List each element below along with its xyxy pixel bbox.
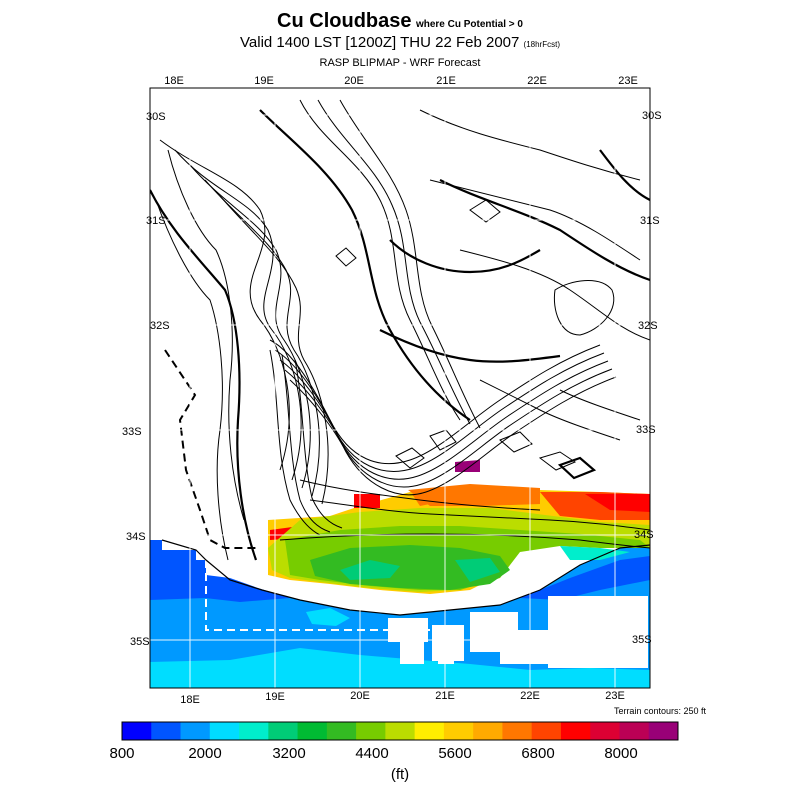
colorbar-tick-label: 3200 [272,745,305,762]
colorbar-tick-label: 2000 [188,745,221,762]
top-lon-label: 20E [344,75,364,87]
left-lat-label: 31S [146,215,166,227]
bottom-lon-label: 21E [435,690,455,702]
right-lat-label: 34S [634,529,654,541]
bold-contours [150,109,650,561]
cyan-patch [306,608,350,626]
colorbar-cell [473,722,503,740]
left-lat-label: 34S [126,531,146,543]
left-lat-label: 30S [146,111,166,123]
colorbar [122,722,679,740]
left-lat-label: 35S [130,636,150,648]
deep-ocean-band [150,540,290,602]
colorbar-tick-label: 6800 [521,745,554,762]
terrain-contour-note: Terrain contours: 250 ft [613,706,706,716]
bottom-lon-label: 22E [520,690,540,702]
top-lon-labels: 18E 19E 20E 21E 22E 23E [164,75,638,87]
top-lon-label: 23E [618,75,638,87]
title-qualifier: where Cu Potential > 0 [415,19,523,30]
colorbar-tick-label: 800 [109,745,134,762]
colorbar-cell [648,722,679,740]
colorbar-cell [502,722,533,740]
colorbar-cell [239,722,269,740]
bottom-lon-label: 19E [265,691,285,703]
colorbar-cell [619,722,650,740]
colorbar-cell [443,722,474,740]
colorbar-cell [122,722,152,740]
colorbar-cell [385,722,416,740]
forecast-tag: (18hrFcst) [523,40,560,49]
colorbar-cell [326,722,357,740]
top-lon-label: 18E [164,75,184,87]
map-plot-area [150,88,650,688]
bottom-lon-label: 23E [605,690,625,702]
right-lat-label: 35S [632,634,652,646]
colorbar-cell [209,722,240,740]
map-title: Cu Cloudbase where Cu Potential > 0 [0,10,800,33]
colorbar-cell [180,722,211,740]
top-lon-label: 19E [254,75,274,87]
province-boundary [164,349,260,549]
map-frame [149,87,651,689]
top-lon-label: 22E [527,75,547,87]
terrain-contours [155,99,650,561]
colorbar-cell [560,722,591,740]
colorbar-units: (ft) [390,766,410,783]
colorbar-cell [151,722,182,740]
right-lat-label: 32S [638,320,658,332]
graticule [150,88,650,688]
colorbar-cell [414,722,445,740]
colorbar-tick-labels: 800 2000 3200 4400 5600 6800 8000 [109,745,637,762]
colorbar-cell [356,722,386,740]
no-data-patches [388,596,648,668]
left-lat-label: 33S [122,426,142,438]
colorbar-cell [590,722,620,740]
coastline [161,539,650,616]
deep-ocean-east [520,556,650,600]
valid-time-text: Valid 1400 LST [1200Z] THU 22 Feb 2007 [240,34,520,51]
bottom-lon-label: 18E [180,694,200,706]
right-lat-label: 31S [640,215,660,227]
bottom-lon-label: 20E [350,690,370,702]
left-lat-labels: 30S 31S 32S 33S 34S 35S [122,111,170,648]
colorbar-frame [121,721,679,741]
right-lat-label: 33S [636,424,656,436]
colorbar-tick-label: 8000 [604,745,637,762]
colorbar-tick-label: 5600 [438,745,471,762]
bottom-lon-labels: 18E 19E 20E 21E 22E 23E [180,690,625,706]
right-lat-labels: 30S 31S 32S 33S 34S 35S [632,110,662,646]
right-lat-label: 30S [642,110,662,122]
top-lon-label: 21E [436,75,456,87]
valid-time-line: Valid 1400 LST [1200Z] THU 22 Feb 2007 (… [0,34,800,51]
province-boundary-lower [205,560,440,631]
colorbar-cell [297,722,328,740]
colorbar-cell [268,722,299,740]
title-main: Cu Cloudbase [277,10,412,32]
model-line: RASP BLIPMAP - WRF Forecast [319,57,481,69]
colorbar-tick-label: 4400 [355,745,388,762]
left-lat-label: 32S [150,320,170,332]
colorbar-cell [531,722,562,740]
